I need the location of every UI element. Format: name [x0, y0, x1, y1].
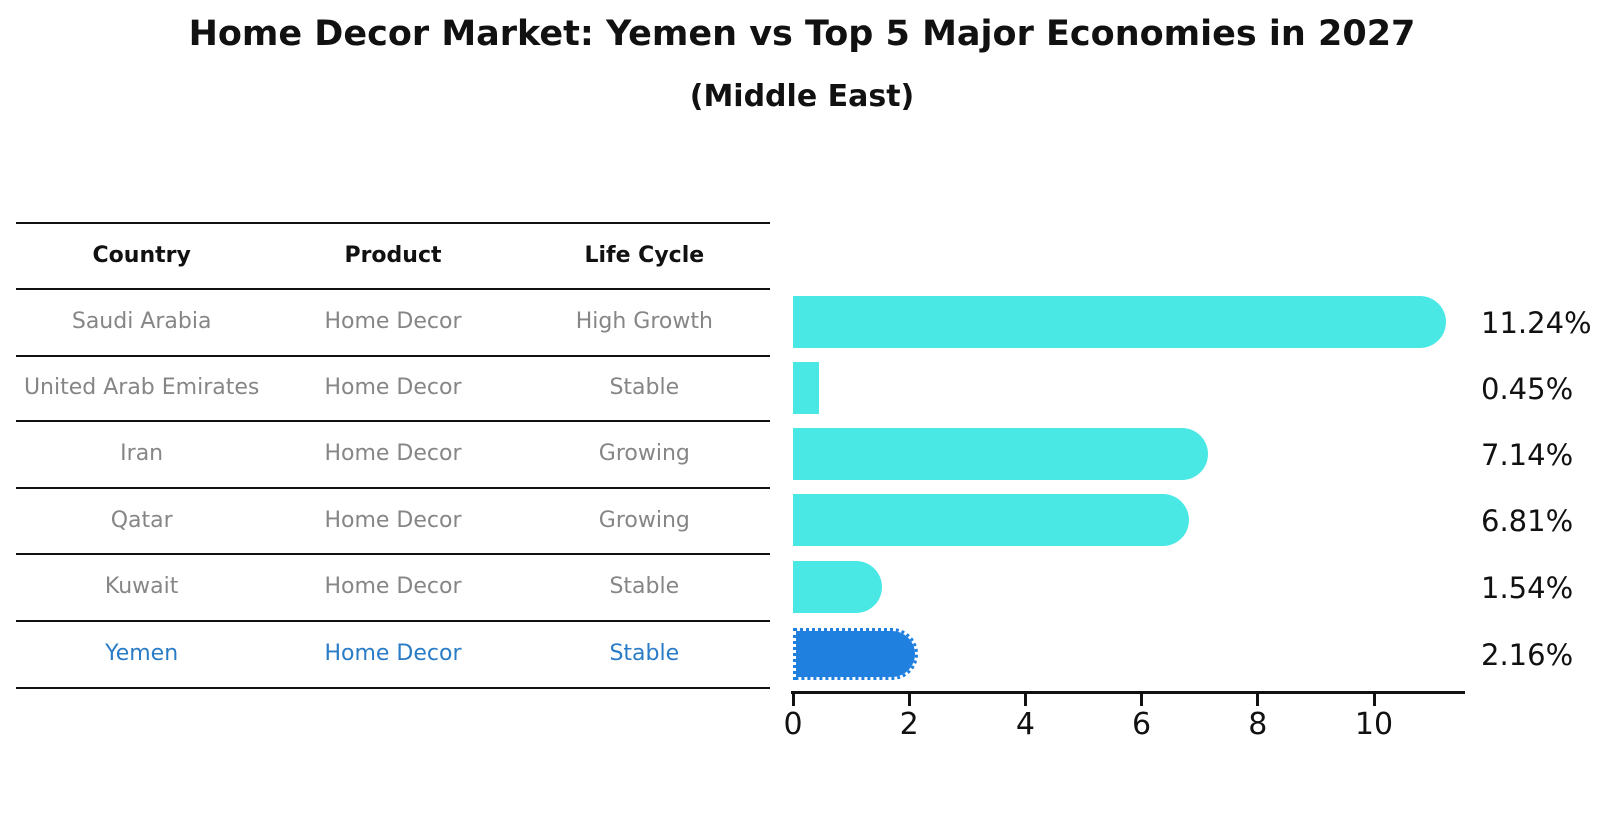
table-cell-product: Home Decor — [324, 375, 462, 400]
table-grid-line — [16, 222, 770, 224]
table-grid-line — [16, 687, 770, 689]
x-axis-tick-mark — [1372, 693, 1376, 706]
table-cell-country: Saudi Arabia — [71, 309, 212, 334]
table-row: Qatar Home Decor Growing — [16, 487, 770, 553]
table-row: Yemen Home Decor Stable — [16, 620, 770, 687]
table-cell-country: Kuwait — [104, 574, 179, 599]
x-axis-tick-mark — [1140, 693, 1144, 706]
x-axis-tick-label: 10 — [1354, 707, 1394, 742]
table-grid-line — [16, 288, 770, 290]
x-axis-tick-mark — [791, 693, 795, 706]
table-grid-line — [16, 420, 770, 422]
table-row: Iran Home Decor Growing — [16, 420, 770, 487]
bar-value-label: 2.16% — [1481, 637, 1574, 672]
bar-value-label: 7.14% — [1481, 437, 1574, 472]
bar — [793, 560, 883, 613]
table-cell-product: Home Decor — [324, 641, 462, 666]
x-axis-tick-label: 6 — [1132, 707, 1152, 742]
table-cell-life-cycle: Life Cycle — [584, 242, 705, 268]
table-cell-product: Home Decor — [324, 507, 462, 533]
table-grid-line — [16, 620, 770, 622]
table-row: Saudi Arabia Home Decor High Growth — [16, 288, 770, 355]
table-cell-country: United Arab Emirates — [23, 375, 260, 400]
chart-title: Home Decor Market: Yemen vs Top 5 Major … — [188, 14, 1416, 54]
table-grid-line — [16, 487, 770, 489]
bar-value-label: 0.45% — [1481, 371, 1574, 406]
bar-value-label: 1.54% — [1481, 570, 1574, 605]
table-row: United Arab Emirates Home Decor Stable — [16, 355, 770, 420]
bar — [793, 427, 1208, 480]
table-cell-country: Yemen — [105, 641, 179, 666]
table-cell-product: Home Decor — [324, 441, 462, 466]
x-axis-line — [791, 691, 1465, 694]
x-axis-tick-label: 0 — [783, 707, 803, 742]
table-cell-life-cycle: High Growth — [575, 309, 713, 334]
bar-value-label: 6.81% — [1481, 504, 1574, 538]
table-cell-country: Qatar — [110, 507, 173, 533]
table-cell-life-cycle: Stable — [609, 641, 680, 666]
table-cell-life-cycle: Growing — [598, 441, 690, 466]
table-cell-life-cycle: Growing — [598, 507, 690, 533]
table-grid-line — [16, 553, 770, 555]
table-header-row: Country Product Life Cycle — [16, 222, 770, 288]
x-axis-tick-label: 8 — [1248, 707, 1268, 742]
table-cell-product: Home Decor — [324, 574, 462, 599]
table-grid-line — [16, 355, 770, 357]
x-axis-tick-mark — [907, 693, 911, 706]
table-cell-life-cycle: Stable — [609, 375, 680, 400]
bar-value-label: 11.24% — [1481, 305, 1592, 340]
table-cell-life-cycle: Stable — [609, 574, 680, 599]
x-axis-tick-mark — [1023, 693, 1027, 706]
table-row: Kuwait Home Decor Stable — [16, 553, 770, 620]
x-axis-tick-label: 4 — [1015, 707, 1035, 742]
bar — [793, 494, 1189, 546]
bar — [793, 295, 1447, 348]
bar — [793, 627, 919, 680]
x-axis-tick-label: 2 — [899, 707, 919, 742]
table-cell-product: Product — [344, 242, 442, 268]
bar — [793, 361, 820, 414]
table-cell-country: Iran — [120, 441, 164, 466]
table-cell-country: Country — [92, 242, 191, 268]
chart-subtitle: (Middle East) — [689, 79, 915, 114]
table-cell-product: Home Decor — [324, 309, 462, 334]
x-axis-tick-mark — [1256, 693, 1260, 706]
